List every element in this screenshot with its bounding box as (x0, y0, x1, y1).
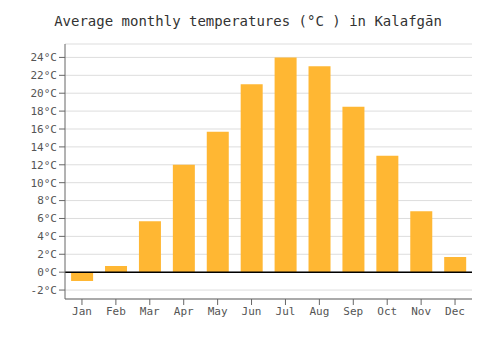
svg-text:14°C: 14°C (31, 141, 58, 154)
svg-text:16°C: 16°C (31, 123, 58, 136)
svg-text:12°C: 12°C (31, 159, 58, 172)
svg-text:0°C: 0°C (37, 266, 57, 279)
svg-text:May: May (208, 305, 228, 318)
svg-text:Jul: Jul (276, 305, 296, 318)
svg-text:2°C: 2°C (37, 248, 57, 261)
svg-text:10°C: 10°C (31, 177, 58, 190)
svg-text:Dec: Dec (445, 305, 465, 318)
svg-text:20°C: 20°C (31, 87, 58, 100)
svg-text:Jun: Jun (242, 305, 262, 318)
svg-text:Mar: Mar (140, 305, 160, 318)
svg-text:-2°C: -2°C (31, 284, 58, 297)
svg-text:8°C: 8°C (37, 194, 57, 207)
svg-text:Nov: Nov (411, 305, 431, 318)
svg-text:Sep: Sep (343, 305, 363, 318)
svg-text:24°C: 24°C (31, 51, 58, 64)
svg-text:Jan: Jan (72, 305, 92, 318)
svg-text:Oct: Oct (377, 305, 397, 318)
svg-text:Aug: Aug (309, 305, 329, 318)
svg-text:4°C: 4°C (37, 230, 57, 243)
svg-text:Feb: Feb (106, 305, 126, 318)
svg-text:18°C: 18°C (31, 105, 58, 118)
svg-text:Apr: Apr (174, 305, 194, 318)
svg-text:6°C: 6°C (37, 212, 57, 225)
svg-text:22°C: 22°C (31, 69, 58, 82)
html-text:Average monthly temperatures (: Average monthly temperatures (°C ) in Ka… (54, 13, 442, 29)
